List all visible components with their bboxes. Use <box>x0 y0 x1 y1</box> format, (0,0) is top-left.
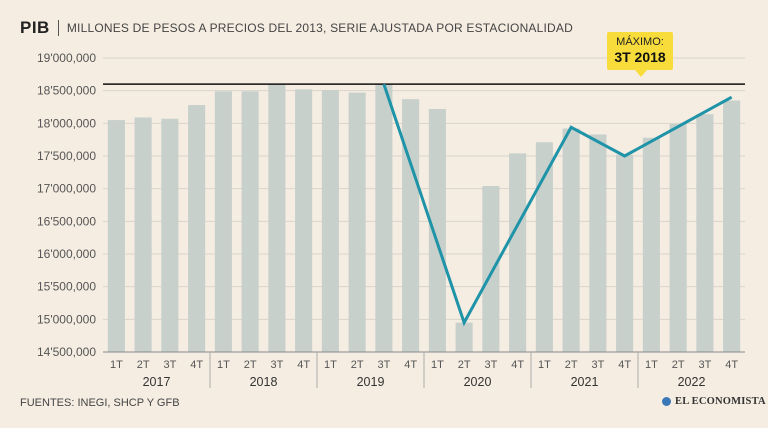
x-tick-label: 2T <box>565 359 578 371</box>
bar <box>214 91 232 352</box>
bar <box>107 120 125 352</box>
bar <box>535 142 553 352</box>
max-callout: MÁXIMO: 3T 2018 <box>607 32 673 77</box>
bar <box>321 90 339 352</box>
x-tick-label: 4T <box>404 359 417 371</box>
y-tick-label: 16'500,000 <box>37 214 96 228</box>
x-tick-label: 4T <box>190 359 203 371</box>
brand-logo: EL ECONOMISTA <box>662 396 766 407</box>
bar <box>428 108 446 353</box>
bar <box>188 105 206 352</box>
bar <box>669 123 687 352</box>
bar <box>642 137 660 352</box>
x-tick-label: 2T <box>244 359 257 371</box>
x-tick-label: 3T <box>591 359 604 371</box>
chart-header: PIB MILLONES DE PESOS A PRECIOS DEL 2013… <box>20 18 573 38</box>
bar <box>589 134 607 352</box>
year-label: 2020 <box>464 375 492 389</box>
x-tick-label: 2T <box>458 359 471 371</box>
x-tick-label: 2T <box>351 359 364 371</box>
bar <box>723 100 741 352</box>
y-tick-label: 19'000,000 <box>37 51 96 65</box>
chart-title: PIB <box>20 18 50 37</box>
y-tick-label: 15'000,000 <box>37 312 96 326</box>
x-tick-label: 2T <box>672 359 685 371</box>
x-tick-label: 1T <box>538 359 551 371</box>
y-tick-label: 18'000,000 <box>37 116 96 130</box>
bar <box>402 99 420 352</box>
x-tick-label: 1T <box>110 359 123 371</box>
callout-label: MÁXIMO: <box>616 36 664 48</box>
x-tick-label: 3T <box>270 359 283 371</box>
bar <box>375 84 393 352</box>
x-tick-label: 1T <box>431 359 444 371</box>
bar <box>696 114 714 352</box>
bar <box>509 153 527 352</box>
y-tick-label: 17'500,000 <box>37 149 96 163</box>
x-tick-label: 1T <box>217 359 230 371</box>
x-tick-label: 4T <box>725 359 738 371</box>
x-tick-label: 2T <box>137 359 150 371</box>
y-tick-label: 15'500,000 <box>37 280 96 294</box>
year-label: 2022 <box>678 375 706 389</box>
y-tick-label: 17'000,000 <box>37 182 96 196</box>
x-tick-label: 4T <box>511 359 524 371</box>
x-tick-label: 3T <box>163 359 176 371</box>
x-tick-label: 1T <box>645 359 658 371</box>
bar <box>616 154 634 352</box>
bar <box>455 322 473 352</box>
x-tick-label: 3T <box>484 359 497 371</box>
brand-name: EL ECONOMISTA <box>675 396 766 407</box>
bar <box>134 117 152 352</box>
source-note: FUENTES: INEGI, SHCP Y GFB <box>20 397 180 409</box>
chart-subtitle: MILLONES DE PESOS A PRECIOS DEL 2013, SE… <box>66 21 573 35</box>
y-tick-label: 14'500,000 <box>37 345 96 359</box>
bar <box>562 128 580 352</box>
y-tick-label: 18'500,000 <box>37 84 96 98</box>
bar <box>295 89 313 353</box>
year-label: 2019 <box>357 375 385 389</box>
y-tick-label: 16'000,000 <box>37 247 96 261</box>
x-tick-label: 3T <box>377 359 390 371</box>
x-tick-label: 1T <box>324 359 337 371</box>
bar <box>268 84 286 352</box>
bar <box>161 118 179 352</box>
x-tick-label: 4T <box>297 359 310 371</box>
x-tick-label: 4T <box>618 359 631 371</box>
bar <box>482 186 500 352</box>
year-label: 2017 <box>143 375 171 389</box>
x-tick-label: 3T <box>698 359 711 371</box>
brand-globe-icon <box>662 397 671 406</box>
bar <box>348 92 366 353</box>
year-label: 2021 <box>571 375 599 389</box>
trend-line <box>382 83 733 327</box>
bar <box>241 91 259 352</box>
year-label: 2018 <box>250 375 278 389</box>
callout-value: 3T 2018 <box>614 49 666 65</box>
title-divider <box>57 20 59 36</box>
